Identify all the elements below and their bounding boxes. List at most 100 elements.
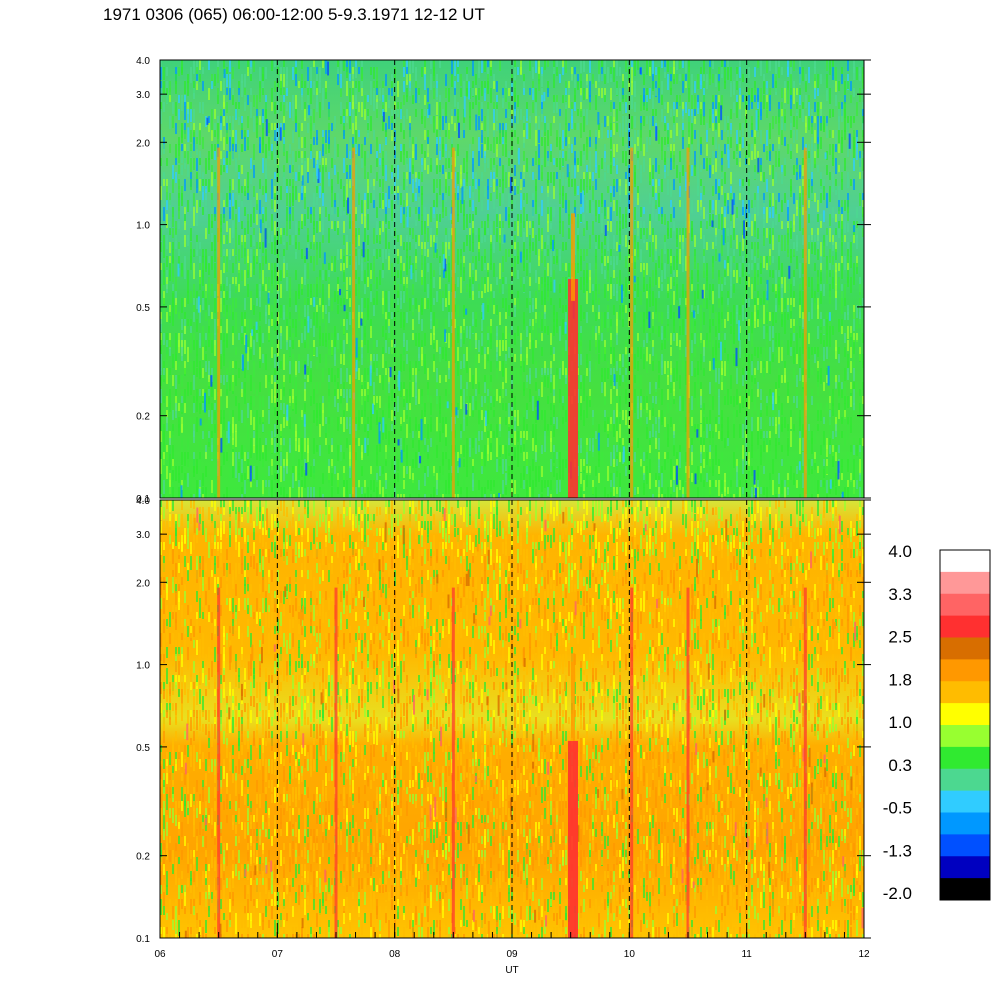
heatmap-cell [382,263,384,270]
heatmap-cell [499,480,501,494]
heatmap-cell [574,102,576,111]
heatmap-cell [436,417,438,432]
heatmap-cell [493,396,495,407]
heatmap-cell [208,417,210,429]
heatmap-cell [493,305,495,314]
heatmap-cell [325,165,327,172]
heatmap-cell [367,235,369,245]
heatmap-cell [514,473,516,486]
heatmap-cell [220,165,222,175]
heatmap-cell [469,445,471,457]
heatmap-cell [643,396,645,409]
heatmap-cell [373,396,375,405]
heatmap-cell [226,137,228,144]
heatmap-cell [598,452,600,461]
heatmap-cell [571,165,573,178]
heatmap-cell [277,235,279,244]
heatmap-cell [514,298,516,307]
heatmap-cell [505,417,507,425]
heatmap-cell [334,221,336,231]
heatmap-cell [601,88,603,98]
heatmap-cell [454,200,456,211]
heatmap-cell [256,487,258,494]
heatmap-cell [559,172,561,180]
heatmap-cell [208,389,210,398]
heatmap-cell [199,165,201,177]
heatmap-cell [424,487,426,496]
heatmap-cell [388,326,390,338]
heatmap-cell [610,480,612,492]
heatmap-cell [412,158,414,168]
heatmap-cell [562,158,564,166]
heatmap-cell [406,403,408,415]
heatmap-cell [238,144,240,160]
heatmap-cell [229,228,231,243]
heatmap-cell [517,186,519,194]
heatmap-cell [634,487,636,495]
heatmap-cell [601,382,603,393]
heatmap-cell [223,452,225,465]
heatmap-cell [472,256,474,264]
heatmap-cell [595,179,597,190]
heatmap-cell [643,270,645,279]
heatmap-cell [322,214,324,230]
heatmap-cell [250,263,252,277]
heatmap-cell [433,235,435,247]
heatmap-cell [397,193,399,205]
heatmap-cell [478,137,480,153]
heatmap-cell [649,284,651,294]
heatmap-cell [286,242,288,250]
heatmap-cell [700,207,702,216]
heatmap-cell [499,312,501,325]
heatmap-cell [391,123,393,136]
heatmap-cell [634,403,636,413]
heatmap-cell [679,228,681,237]
heatmap-cell [379,361,381,372]
heatmap-cell [277,144,279,155]
heatmap-cell [295,438,297,451]
heatmap-cell [520,431,522,438]
heatmap-cell [535,242,537,255]
heatmap-cell [529,319,531,330]
heatmap-cell [667,452,669,463]
heatmap-cell [598,473,600,483]
heatmap-cell [442,144,444,157]
heatmap-cell [388,186,390,199]
heatmap-cell [541,109,543,122]
heatmap-cell [436,137,438,146]
heatmap-cell [478,67,480,78]
heatmap-cell [262,186,264,195]
heatmap-cell [670,375,672,388]
heatmap-cell [193,494,195,498]
heatmap-cell [664,494,666,498]
heatmap-cell [676,123,678,136]
heatmap-cell [616,459,618,471]
heatmap-cell [277,466,279,478]
heatmap-cell [628,305,630,317]
heatmap-cell [196,200,198,213]
heatmap-cell [622,95,624,104]
heatmap-cell [496,445,498,457]
heatmap-cell [247,60,249,72]
heatmap-cell [439,291,441,304]
heatmap-cell [628,193,630,209]
heatmap-cell [490,291,492,307]
heatmap-cell [241,459,243,475]
heatmap-cell [361,445,363,458]
heatmap-cell [229,137,231,152]
heatmap-cell [676,270,678,277]
heatmap-cell [163,480,165,496]
heatmap-cell [331,417,333,427]
heatmap-cell [667,368,669,375]
heatmap-cell [547,235,549,245]
heatmap-cell [400,144,402,151]
heatmap-cell [679,60,681,69]
heatmap-cell [280,67,282,80]
heatmap-cell [391,186,393,194]
heatmap-cell [619,186,621,202]
heatmap-cell [550,298,552,305]
heatmap-cell [613,263,615,272]
heatmap-cell [418,438,420,445]
heatmap-cell [250,298,252,310]
heatmap-cell [628,473,630,487]
